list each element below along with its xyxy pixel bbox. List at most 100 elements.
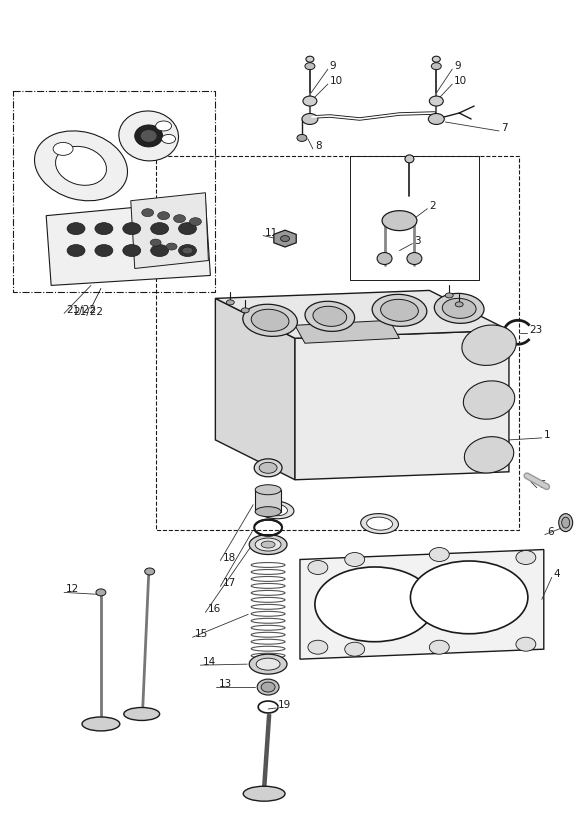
Polygon shape (131, 193, 208, 269)
Ellipse shape (462, 325, 516, 365)
Ellipse shape (257, 679, 279, 695)
Ellipse shape (313, 307, 347, 326)
Ellipse shape (261, 541, 275, 548)
Text: 18: 18 (222, 553, 236, 563)
Text: 9: 9 (454, 61, 461, 71)
Ellipse shape (150, 245, 168, 256)
Text: 6: 6 (547, 527, 553, 536)
Ellipse shape (67, 245, 85, 256)
Text: 1: 1 (544, 430, 550, 440)
Ellipse shape (249, 535, 287, 555)
Ellipse shape (178, 245, 196, 256)
Ellipse shape (189, 218, 202, 226)
Ellipse shape (96, 589, 106, 596)
Ellipse shape (142, 208, 154, 217)
Ellipse shape (141, 130, 157, 142)
Ellipse shape (516, 550, 536, 564)
Text: 5: 5 (539, 480, 546, 489)
Ellipse shape (297, 134, 307, 142)
Ellipse shape (315, 567, 434, 642)
Ellipse shape (308, 640, 328, 654)
Ellipse shape (559, 513, 573, 531)
Polygon shape (295, 321, 399, 344)
Ellipse shape (123, 245, 141, 256)
Ellipse shape (166, 243, 177, 250)
Ellipse shape (305, 63, 315, 70)
Bar (255, 489, 281, 512)
Ellipse shape (226, 300, 234, 305)
Ellipse shape (53, 143, 73, 156)
Ellipse shape (377, 252, 392, 265)
Text: 9: 9 (330, 61, 336, 71)
Text: 23: 23 (529, 325, 542, 335)
Text: 4: 4 (554, 569, 560, 579)
Ellipse shape (434, 293, 484, 323)
Ellipse shape (243, 786, 285, 801)
Ellipse shape (251, 309, 289, 331)
Ellipse shape (255, 507, 281, 517)
Ellipse shape (157, 212, 170, 220)
Ellipse shape (382, 211, 417, 231)
Ellipse shape (464, 437, 514, 473)
Text: 17: 17 (222, 578, 236, 588)
Ellipse shape (302, 114, 318, 124)
Ellipse shape (442, 298, 476, 318)
Text: 16: 16 (208, 604, 220, 615)
Ellipse shape (410, 561, 528, 634)
Ellipse shape (255, 485, 281, 494)
Ellipse shape (178, 222, 196, 235)
Ellipse shape (156, 121, 171, 131)
Ellipse shape (161, 134, 175, 143)
Ellipse shape (145, 568, 154, 575)
Ellipse shape (182, 247, 193, 254)
Ellipse shape (429, 114, 444, 124)
Polygon shape (215, 290, 509, 338)
Polygon shape (46, 201, 210, 285)
Ellipse shape (367, 517, 392, 530)
Ellipse shape (433, 56, 440, 62)
Ellipse shape (119, 111, 178, 161)
Ellipse shape (135, 125, 163, 147)
Ellipse shape (516, 637, 536, 651)
Text: 7: 7 (501, 123, 508, 133)
Ellipse shape (445, 293, 453, 298)
Polygon shape (295, 330, 509, 480)
Ellipse shape (431, 63, 441, 70)
Ellipse shape (345, 642, 364, 656)
Ellipse shape (429, 96, 443, 106)
Text: 10: 10 (454, 76, 468, 87)
Ellipse shape (561, 517, 570, 528)
Ellipse shape (243, 304, 297, 336)
Ellipse shape (455, 302, 463, 307)
Ellipse shape (463, 381, 515, 419)
Ellipse shape (241, 308, 249, 313)
Ellipse shape (82, 717, 120, 731)
Ellipse shape (255, 538, 281, 551)
Text: 13: 13 (219, 679, 231, 689)
Text: 21/22: 21/22 (73, 307, 103, 317)
Ellipse shape (34, 131, 128, 201)
Polygon shape (215, 298, 295, 480)
Text: 12: 12 (66, 584, 79, 594)
Ellipse shape (150, 239, 161, 246)
Ellipse shape (407, 252, 422, 265)
Ellipse shape (95, 245, 113, 256)
Ellipse shape (306, 56, 314, 62)
Ellipse shape (259, 462, 277, 473)
Ellipse shape (405, 155, 414, 163)
Ellipse shape (150, 222, 168, 235)
Ellipse shape (372, 294, 427, 326)
Ellipse shape (280, 236, 290, 241)
Text: 19: 19 (278, 700, 292, 710)
Ellipse shape (303, 96, 317, 106)
Text: 11: 11 (265, 227, 278, 237)
Ellipse shape (249, 654, 287, 674)
Text: 10: 10 (330, 76, 343, 87)
Ellipse shape (254, 459, 282, 477)
Ellipse shape (381, 299, 419, 321)
Text: 2: 2 (429, 201, 436, 211)
Ellipse shape (305, 302, 354, 331)
Ellipse shape (261, 682, 275, 692)
Ellipse shape (67, 222, 85, 235)
Polygon shape (274, 230, 296, 247)
